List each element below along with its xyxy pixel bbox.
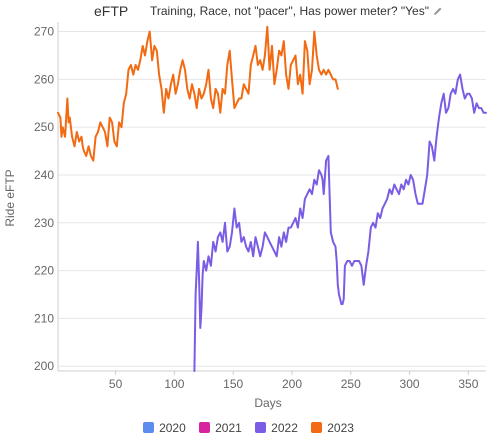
y-tick-label: 200 xyxy=(34,359,54,373)
x-tick-label: 50 xyxy=(109,377,123,391)
pencil-icon[interactable] xyxy=(433,5,443,19)
y-axis-ticks: 200 210 220 230 240 250 260 270 xyxy=(34,25,54,374)
chart-series xyxy=(57,25,487,372)
legend-item-2020[interactable]: 2020 xyxy=(143,421,186,435)
x-tick-label: 250 xyxy=(341,377,361,391)
legend-item-2021[interactable]: 2021 xyxy=(199,421,242,435)
chart-legend: 2020 2021 2022 2023 xyxy=(0,421,497,435)
legend-item-2022[interactable]: 2022 xyxy=(255,421,298,435)
y-tick-label: 250 xyxy=(34,120,54,134)
legend-label: 2023 xyxy=(327,421,354,435)
x-tick-label: 300 xyxy=(400,377,420,391)
filter-description[interactable]: Training, Race, not "pacer", Has power m… xyxy=(150,4,443,19)
legend-swatch xyxy=(311,422,323,433)
legend-label: 2022 xyxy=(271,421,298,435)
legend-swatch xyxy=(143,422,155,433)
y-axis-label: Ride eFTP xyxy=(3,169,17,226)
chart-header: eFTP Training, Race, not "pacer", Has po… xyxy=(0,0,497,22)
series-line-2022[interactable] xyxy=(193,73,487,372)
legend-swatch xyxy=(255,422,267,433)
y-tick-label: 260 xyxy=(34,72,54,86)
legend-label: 2021 xyxy=(215,421,242,435)
y-tick-label: 230 xyxy=(34,216,54,230)
y-tick-label: 220 xyxy=(34,264,54,278)
y-tick-label: 240 xyxy=(34,168,54,182)
chart-grid xyxy=(58,31,486,367)
y-tick-label: 270 xyxy=(34,25,54,39)
legend-label: 2020 xyxy=(159,421,186,435)
page-title: eFTP xyxy=(94,3,129,19)
x-tick-label: 150 xyxy=(223,377,243,391)
x-tick-label: 100 xyxy=(164,377,184,391)
x-tick-label: 200 xyxy=(282,377,302,391)
series-line-2023[interactable] xyxy=(57,25,339,162)
x-axis-ticks: 50 100 150 200 250 300 350 xyxy=(109,371,479,391)
x-tick-label: 350 xyxy=(458,377,478,391)
x-axis-label: Days xyxy=(254,396,281,410)
legend-item-2023[interactable]: 2023 xyxy=(311,421,354,435)
y-tick-label: 210 xyxy=(34,311,54,325)
legend-swatch xyxy=(199,422,211,433)
filter-text: Training, Race, not "pacer", Has power m… xyxy=(150,4,429,18)
